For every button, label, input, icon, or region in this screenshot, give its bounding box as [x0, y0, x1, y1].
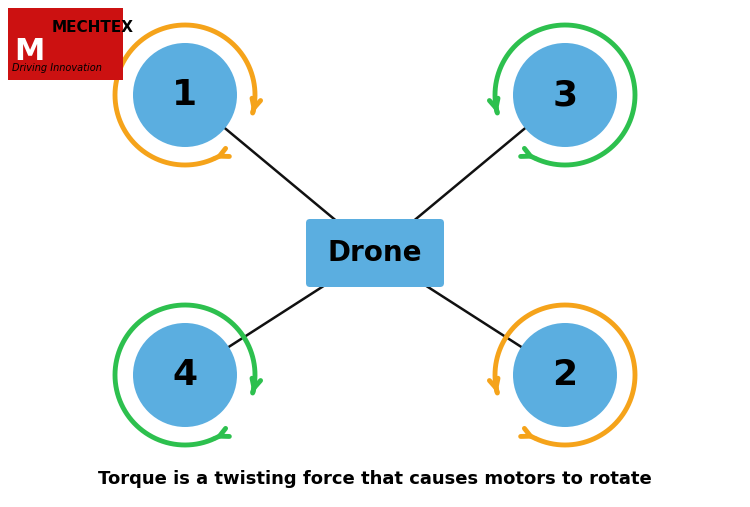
FancyBboxPatch shape — [306, 219, 444, 287]
Circle shape — [133, 323, 237, 427]
Circle shape — [133, 43, 237, 147]
FancyBboxPatch shape — [8, 8, 123, 80]
Text: M: M — [14, 38, 44, 66]
Circle shape — [513, 323, 617, 427]
Text: 4: 4 — [172, 358, 197, 392]
Text: MECHTEX: MECHTEX — [52, 20, 134, 35]
Text: 1: 1 — [172, 78, 197, 112]
Text: Drone: Drone — [328, 239, 422, 267]
Text: 3: 3 — [553, 78, 578, 112]
Text: Driving Innovation: Driving Innovation — [12, 63, 102, 73]
Circle shape — [513, 43, 617, 147]
Text: 2: 2 — [553, 358, 578, 392]
Text: Torque is a twisting force that causes motors to rotate: Torque is a twisting force that causes m… — [98, 470, 652, 488]
